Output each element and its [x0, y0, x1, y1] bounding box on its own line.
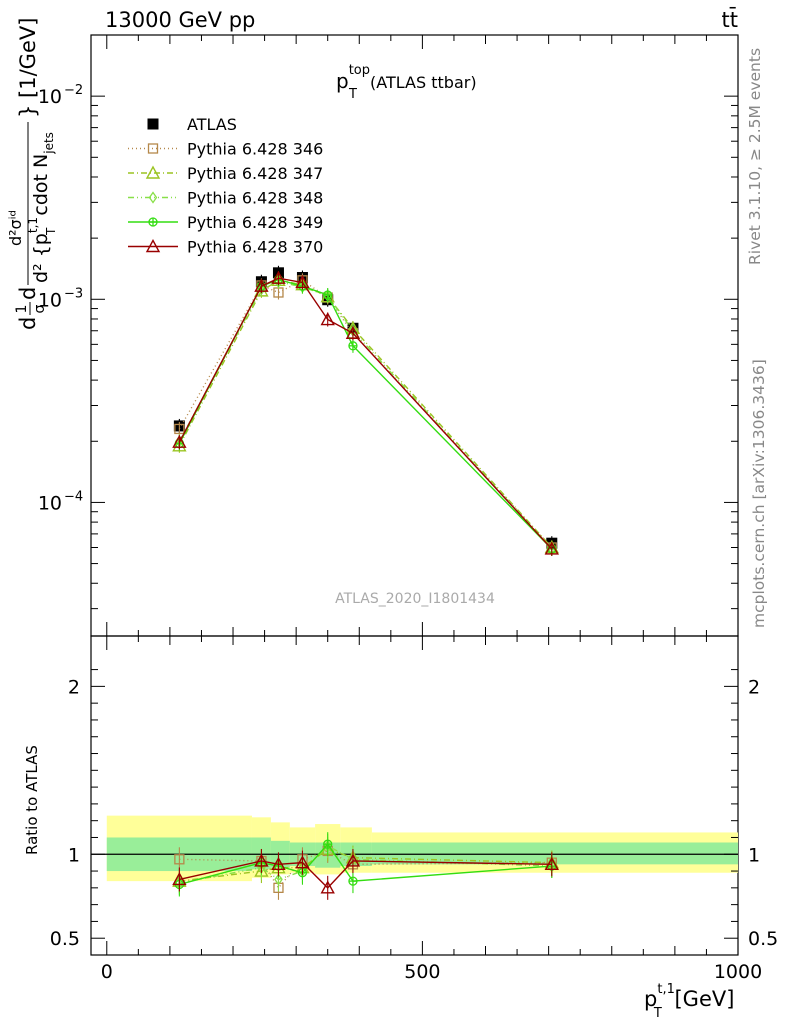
legend-marker [147, 118, 159, 130]
svg-text:σ: σ [32, 304, 48, 313]
main-data-point [172, 438, 187, 452]
legend-label: ATLAS [187, 115, 237, 134]
ratio-ytick-label: 2 [68, 676, 80, 698]
main-title: ptop T (ATLAS ttbar) [336, 63, 477, 102]
xtick-label: 0 [101, 961, 113, 983]
svg-text:1: 1 [14, 305, 30, 314]
main-ytick-label: 10 [38, 492, 62, 514]
main-ytick-label: 10 [38, 86, 62, 108]
svg-text:d²σⁱᵈ: d²σⁱᵈ [6, 210, 25, 246]
xtick-label: 1000 [714, 961, 762, 983]
rivet-label: Rivet 3.1.10, ≥ 2.5M events [746, 48, 764, 265]
svg-text:d² {pt,1T cdot Njets: d² {pt,1 T cdot Njets [26, 132, 58, 283]
ratio-data-point [274, 873, 283, 886]
main-data-point [172, 434, 187, 448]
svg-text:d: d [16, 317, 40, 330]
main-ytick-exponent: −2 [64, 83, 83, 98]
ratio-ytick-label-right: 2 [748, 676, 760, 698]
ratio-data-point [172, 871, 187, 886]
legend: ATLAS Pythia 6.428 346 Pythia 6.428 347 Pyt… [128, 115, 323, 257]
ratio-ytick-label: 1 [68, 844, 80, 866]
ratio-ytick-label-right: 1 [748, 844, 760, 866]
header-right: tt̄ [722, 7, 738, 32]
xlabel: pt,1 T [GeV] [644, 982, 734, 1021]
legend-marker [147, 143, 159, 154]
main-series-line [178, 281, 553, 550]
main-data-point [544, 541, 559, 555]
main-ytick-exponent: −4 [64, 489, 83, 504]
main-data-point [271, 270, 286, 284]
main-ylabel: d 1 σ d d²σⁱᵈ d² {pt,1 T cdot Njets } [1/… [6, 18, 58, 330]
svg-text:d: d [16, 287, 40, 300]
main-data-point [254, 278, 269, 292]
main-ytick-exponent: −3 [64, 286, 83, 301]
main-series-line [178, 278, 553, 550]
svg-text:} [1/GeV]: } [1/GeV] [16, 18, 40, 118]
ratio-ytick-label: 0.5 [50, 928, 80, 950]
ratio-data-point [254, 853, 269, 867]
legend-label: Pythia 6.428 348 [187, 189, 323, 208]
main-data-point [174, 423, 185, 435]
legend-label: Pythia 6.428 347 [187, 164, 323, 183]
legend-marker [145, 239, 161, 253]
xtick-label: 500 [404, 961, 440, 983]
ratio-plot: 0 500 1000 0.5 0.5 1 1 2 2 [50, 635, 778, 983]
main-data-point [257, 283, 266, 296]
ratio-data-point [271, 856, 286, 871]
legend-label: Pythia 6.428 346 [187, 140, 323, 159]
legend-label: Pythia 6.428 370 [187, 238, 323, 257]
main-data-point [295, 275, 310, 289]
main-series-line [178, 279, 553, 548]
main-data-point [345, 325, 361, 340]
legend-marker [145, 165, 161, 179]
legend-marker [148, 217, 158, 227]
main-series-line [178, 277, 553, 550]
main-series-line [179, 273, 551, 543]
main-series-line [178, 279, 553, 548]
ratio-ylabel: Ratio to ATLAS [23, 745, 41, 855]
ratio-data-point [345, 853, 361, 867]
header-left: 13000 GeV pp [105, 8, 255, 32]
ratio-frame [90, 635, 739, 956]
ratio-band-inner [371, 842, 738, 865]
mcplots-label: mcplots.cern.ch [arXiv:1306.3436] [750, 359, 768, 628]
analysis-watermark: ATLAS_2020_I1801434 [335, 591, 495, 607]
ratio-data-point [348, 876, 358, 886]
legend-label: Pythia 6.428 349 [187, 213, 323, 232]
main-data-point [323, 290, 333, 300]
ratio-data-point [323, 839, 333, 849]
ratio-ytick-label-right: 0.5 [748, 928, 778, 950]
main-plot: 10−410−310−2 [38, 34, 739, 637]
ratio-data-point [544, 856, 559, 871]
main-data-point [320, 312, 335, 326]
legend-marker [148, 191, 158, 204]
main-ytick-label: 10 [38, 289, 62, 311]
ratio-data-point [174, 854, 185, 865]
main-data-point [348, 341, 358, 351]
ratio-data-point [295, 855, 310, 869]
ratio-data-point [320, 880, 335, 894]
